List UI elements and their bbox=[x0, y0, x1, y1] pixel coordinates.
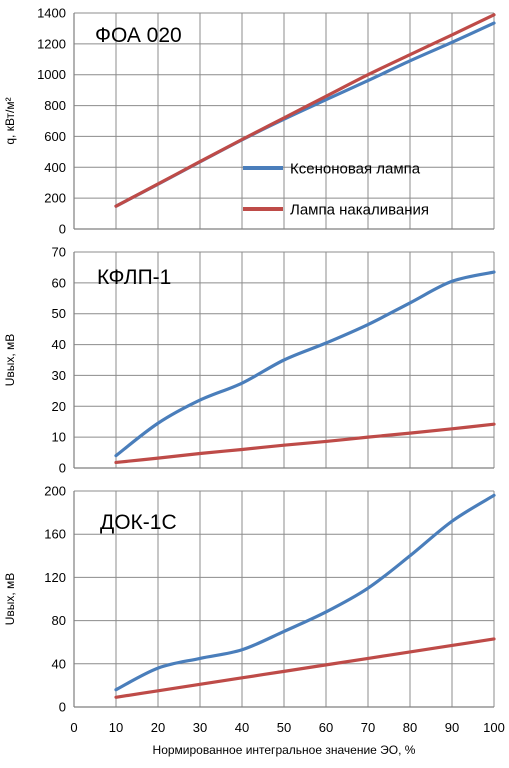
y-tick-label: 160 bbox=[44, 527, 66, 542]
y-tick-label: 800 bbox=[44, 98, 66, 113]
panel-title: ФОА 020 bbox=[95, 24, 182, 47]
y-tick-label: 10 bbox=[52, 430, 66, 445]
y-axis-label: Uвых, мВ bbox=[3, 573, 17, 626]
x-tick-label: 70 bbox=[361, 720, 375, 735]
y-tick-label: 200 bbox=[44, 484, 66, 499]
x-axis-label: Нормированное интегральное значение ЭО, … bbox=[153, 743, 416, 757]
series-line-xenon bbox=[114, 270, 496, 458]
x-tick-label: 20 bbox=[151, 720, 165, 735]
y-tick-label: 120 bbox=[44, 570, 66, 585]
y-tick-label: 30 bbox=[52, 368, 66, 383]
x-tick-label: 100 bbox=[483, 720, 505, 735]
x-tick-label: 0 bbox=[70, 720, 77, 735]
series-line-xenon bbox=[114, 493, 496, 692]
y-tick-label: 40 bbox=[52, 656, 66, 671]
x-tick-label: 40 bbox=[235, 720, 249, 735]
y-tick-label: 0 bbox=[59, 461, 66, 476]
y-tick-label: 600 bbox=[44, 129, 66, 144]
panel-title: КФЛП-1 bbox=[97, 266, 171, 289]
y-tick-label: 50 bbox=[52, 306, 66, 321]
x-tick-label: 10 bbox=[109, 720, 123, 735]
y-tick-label: 200 bbox=[44, 191, 66, 206]
x-tick-label: 30 bbox=[193, 720, 207, 735]
y-tick-label: 60 bbox=[52, 275, 66, 290]
y-tick-label: 400 bbox=[44, 160, 66, 175]
y-tick-label: 40 bbox=[52, 337, 66, 352]
y-tick-label: 1000 bbox=[37, 67, 66, 82]
x-tick-label: 90 bbox=[445, 720, 459, 735]
y-tick-label: 80 bbox=[52, 613, 66, 628]
series-line-incandescent bbox=[114, 13, 496, 208]
x-tick-label: 60 bbox=[319, 720, 333, 735]
y-axis-label: q, кВт/м² bbox=[3, 97, 17, 144]
y-tick-label: 0 bbox=[59, 700, 66, 715]
y-tick-label: 0 bbox=[59, 222, 66, 237]
series-line-incandescent bbox=[114, 422, 496, 465]
y-axis-label: Uвых, мВ bbox=[3, 334, 17, 387]
panel-title: ДОК-1С bbox=[100, 511, 177, 534]
legend-label-xenon: Ксеноновая лампа bbox=[290, 161, 421, 178]
y-tick-label: 1400 bbox=[37, 6, 66, 21]
y-tick-label: 1200 bbox=[37, 36, 66, 51]
y-tick-label: 70 bbox=[52, 245, 66, 260]
x-tick-label: 50 bbox=[277, 720, 291, 735]
y-tick-label: 20 bbox=[52, 399, 66, 414]
x-tick-label: 80 bbox=[403, 720, 417, 735]
legend-label-incandescent: Лампа накаливания bbox=[290, 202, 429, 219]
series-line-incandescent bbox=[114, 637, 496, 699]
